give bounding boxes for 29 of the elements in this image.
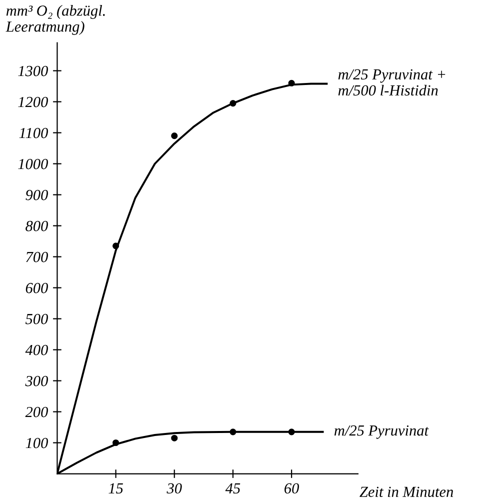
point [288,428,295,436]
point [112,242,120,250]
y-tick-label: 500 [26,314,48,324]
y-tick-label: 100 [26,438,48,448]
y-tick-label: 800 [26,220,48,232]
y-tick-label: 300 [25,376,48,386]
y-tick-label: 700 [26,252,48,262]
point [171,434,178,442]
x-axis-title: Zeit in Minuten [360,486,454,498]
y-axis-title: mm³ O₂ (abzügl. Leeratmung) [6,5,105,35]
series-label: m/25 Pyruvinat + m/500 l-Histidin [338,69,446,96]
y-tick-label: 1000 [18,158,48,170]
y-tick-label: 400 [25,344,48,356]
point [230,428,236,436]
series-label: m/25 Pyruvinat [334,425,429,439]
x-tick-label: 30 [166,483,182,494]
x-tick-label: 15 [108,483,123,494]
x-tick-label: 60 [284,483,299,494]
y-tick-label: 1100 [19,128,48,138]
point [112,439,120,446]
point [171,132,178,140]
x-tick-label: 45 [225,483,240,494]
point [288,80,295,86]
y-tick-label: 1200 [18,96,48,108]
point [230,100,236,107]
y-tick-label: 200 [25,406,48,418]
y-tick-label: 600 [26,282,48,294]
y-tick-label: 1300 [18,66,48,76]
y-tick-label: 900 [26,190,48,200]
